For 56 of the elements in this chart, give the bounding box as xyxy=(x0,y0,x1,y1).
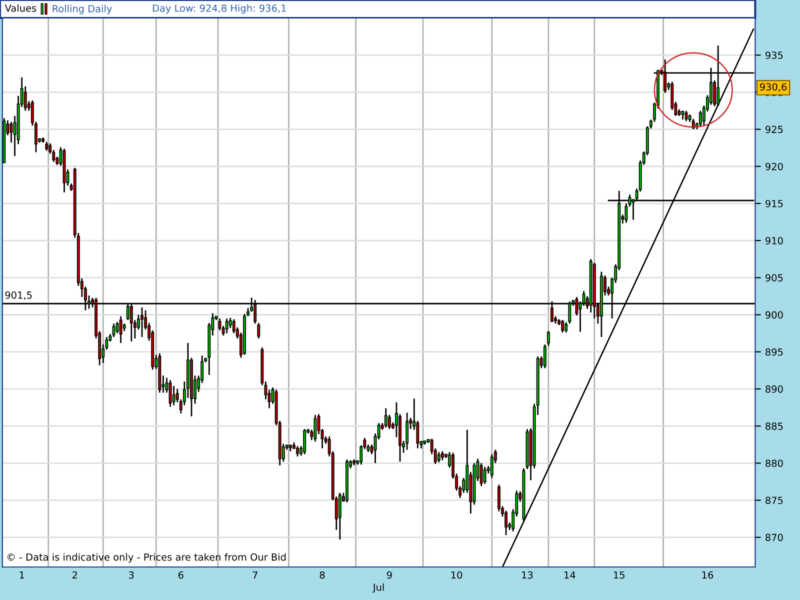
candlestick xyxy=(338,492,342,540)
candlestick xyxy=(384,408,388,428)
x-tick-label: 8 xyxy=(320,571,325,579)
candlestick xyxy=(119,316,122,344)
y-tick-label: 885 xyxy=(766,422,783,430)
x-tick-label: 14 xyxy=(564,571,576,579)
candlestick xyxy=(257,322,260,340)
x-tick-label: 10 xyxy=(451,571,462,579)
annotation: 930,6 xyxy=(760,83,787,92)
x-tick-label: 1 xyxy=(20,571,24,579)
candlestick xyxy=(140,306,144,338)
y-tick-label: 925 xyxy=(766,126,783,134)
annotation: © - Data is indicative only - Prices are taken from Our Bid xyxy=(8,553,286,563)
x-tick-label: 2 xyxy=(72,571,77,579)
candlestick xyxy=(692,118,695,130)
y-tick-label: 890 xyxy=(766,385,783,393)
candlestick xyxy=(437,451,440,464)
candlestick xyxy=(172,385,176,406)
x-tick-label: 7 xyxy=(252,571,258,579)
y-tick-label: 880 xyxy=(766,460,783,467)
ref-line-label: 901,5 xyxy=(5,291,32,300)
x-tick-label: 13 xyxy=(522,571,533,579)
y-tick-label: 915 xyxy=(766,200,783,208)
x-tick-label: 15 xyxy=(614,571,624,579)
candlestick xyxy=(314,414,317,442)
candlestick xyxy=(561,319,564,334)
chart-subtitle: Day Low: 924,8 High: 936,1 xyxy=(152,4,286,14)
candlestick xyxy=(490,454,494,479)
candlestick xyxy=(406,412,409,450)
candlestick xyxy=(303,428,306,455)
legend-label: Rolling Daily xyxy=(52,4,112,14)
candlestick xyxy=(296,445,299,458)
x-axis-title: Jul xyxy=(372,583,384,593)
chart-title: Values xyxy=(4,4,36,12)
candlestick xyxy=(543,344,546,369)
candlestick xyxy=(497,484,500,512)
candlestick xyxy=(225,318,228,334)
y-tick-label: 900 xyxy=(766,311,783,319)
y-tick-label: 920 xyxy=(766,162,783,170)
y-tick-label: 895 xyxy=(766,348,783,356)
candlestick xyxy=(564,321,568,334)
x-tick-label: 3 xyxy=(129,571,134,579)
candlestick xyxy=(483,466,486,485)
candlestick xyxy=(504,510,508,536)
candlestick xyxy=(546,330,550,347)
y-tick-label: 935 xyxy=(766,52,783,59)
x-tick-label: 16 xyxy=(702,571,714,579)
y-tick-label: 905 xyxy=(766,274,783,282)
candlestick xyxy=(684,110,688,122)
y-tick-label: 875 xyxy=(766,496,783,504)
x-tick-label: 6 xyxy=(178,571,184,579)
x-tick-label: 9 xyxy=(386,571,392,579)
candlestick xyxy=(168,379,172,408)
y-tick-label: 910 xyxy=(766,237,783,244)
candlestick xyxy=(480,462,483,487)
y-tick-label: 870 xyxy=(766,534,783,542)
